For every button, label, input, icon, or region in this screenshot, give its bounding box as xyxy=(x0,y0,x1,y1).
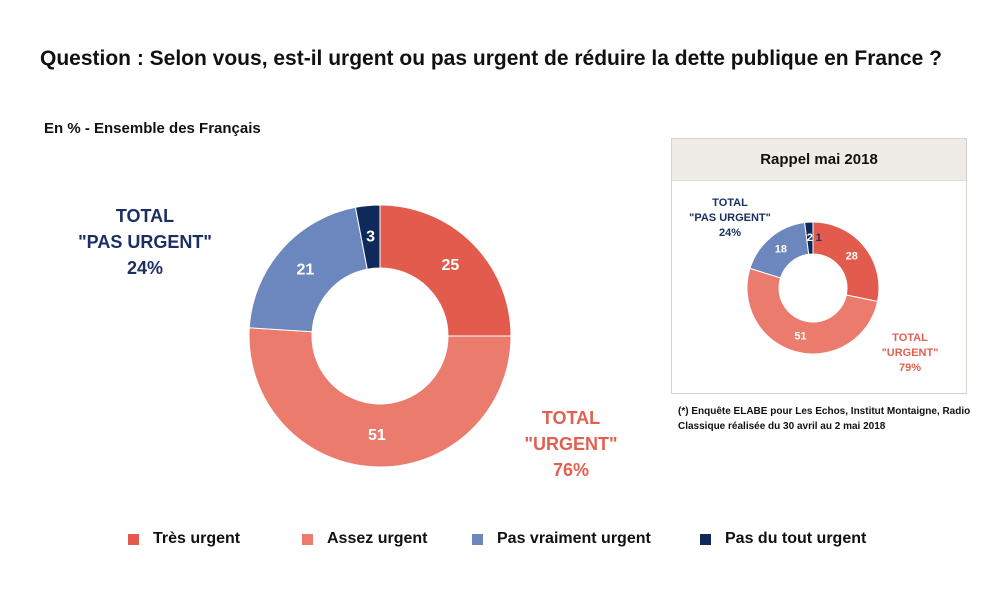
recall-extra-label: 1 xyxy=(816,232,822,244)
main-slice-tres-urgent xyxy=(379,204,512,337)
legend-item-tres-urgent: Très urgent xyxy=(128,530,240,548)
legend: Très urgent Assez urgent Pas vraiment ur… xyxy=(0,530,1000,554)
legend-swatch-assez-urgent xyxy=(302,533,313,545)
recall-panel: Rappel mai 2018 xyxy=(671,138,967,394)
recall-total-pas-urgent: TOTAL "PAS URGENT" 24% xyxy=(689,197,771,239)
question-title: Question : Selon vous, est-il urgent ou … xyxy=(40,47,942,70)
footnote: (*) Enquête ELABE pour Les Echos, Instit… xyxy=(678,406,971,432)
recall-label-pas-vraiment-urgent: 18 xyxy=(775,244,787,256)
legend-item-assez-urgent: Assez urgent xyxy=(302,530,427,548)
legend-swatch-pas-vraiment-urgent xyxy=(472,533,483,545)
recall-label-pas-du-tout-urgent: 2 xyxy=(807,232,813,244)
total-urgent: TOTAL "URGENT" 76% xyxy=(524,408,618,480)
recall-label-assez-urgent: 51 xyxy=(794,330,806,342)
main-label-pas-du-tout-urgent: 3 xyxy=(366,228,375,245)
main-label-pas-vraiment-urgent: 21 xyxy=(296,262,314,279)
recall-title: Rappel mai 2018 xyxy=(672,139,966,181)
main-label-tres-urgent: 25 xyxy=(441,257,459,274)
chart-subtitle: En % - Ensemble des Français xyxy=(44,120,261,137)
legend-item-pas-du-tout-urgent: Pas du tout urgent xyxy=(700,530,866,548)
main-donut-chart: 25 51 21 3 xyxy=(248,204,512,468)
recall-slice-pas-du-tout-urgent xyxy=(804,221,814,255)
recall-slice-assez-urgent xyxy=(746,267,879,355)
main-slice-pas-vraiment-urgent xyxy=(248,206,368,333)
legend-swatch-pas-du-tout-urgent xyxy=(700,533,711,545)
recall-slice-tres-urgent xyxy=(812,221,880,303)
main-label-assez-urgent: 51 xyxy=(368,427,386,444)
total-pas-urgent: TOTAL "PAS URGENT" 24% xyxy=(78,206,212,278)
main-slice-pas-du-tout-urgent xyxy=(354,204,381,270)
recall-donut-chart: 28 51 18 2 1 xyxy=(746,221,880,355)
recall-total-urgent: TOTAL "URGENT" 79% xyxy=(881,332,939,374)
main-slice-assez-urgent xyxy=(248,327,512,468)
legend-swatch-tres-urgent xyxy=(128,533,139,545)
recall-label-tres-urgent: 28 xyxy=(846,250,858,262)
legend-item-pas-vraiment-urgent: Pas vraiment urgent xyxy=(472,530,651,548)
